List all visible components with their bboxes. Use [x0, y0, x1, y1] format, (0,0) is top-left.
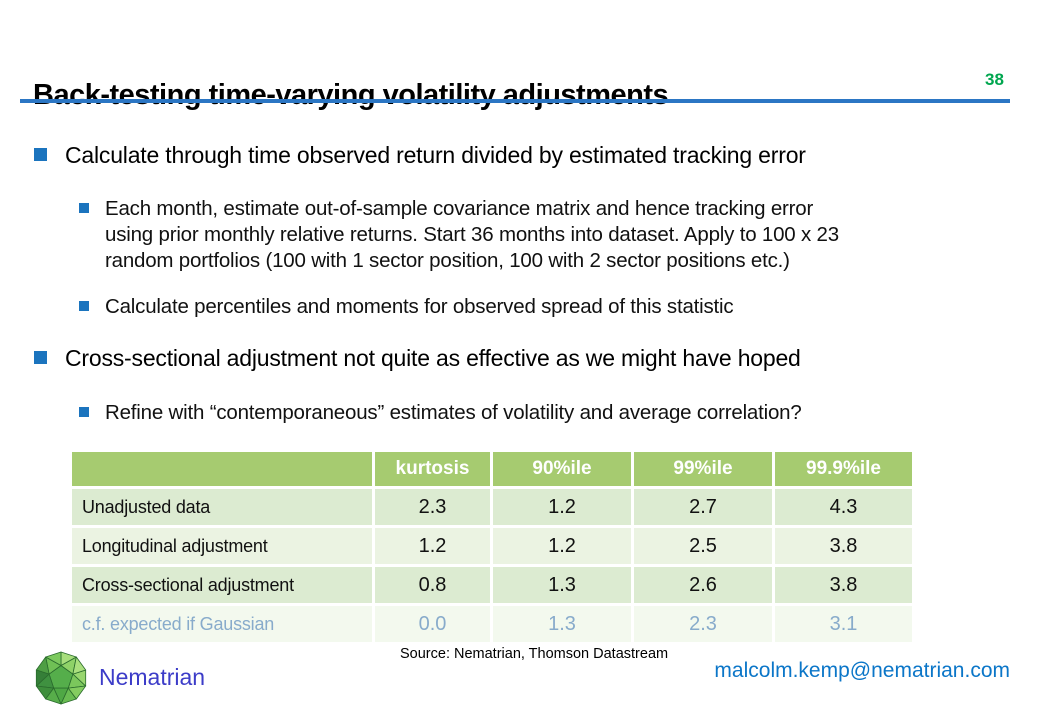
bullet-square-icon — [79, 301, 89, 311]
bullet-square-icon — [79, 203, 89, 213]
bullet-item: Calculate percentiles and moments for ob… — [79, 294, 734, 320]
bullet-square-icon — [34, 351, 47, 364]
table-row-label: Longitudinal adjustment — [72, 528, 372, 564]
table-header-kurtosis: kurtosis — [375, 452, 490, 486]
table-cell: 2.5 — [634, 528, 772, 564]
table-header-999pctile: 99.9%ile — [775, 452, 912, 486]
table-cell: 3.8 — [775, 567, 912, 603]
table-header-empty — [72, 452, 372, 486]
table-cell: 2.7 — [634, 489, 772, 525]
nematrian-logo-icon — [35, 651, 87, 705]
bullet-text: Calculate percentiles and moments for ob… — [105, 295, 734, 318]
bullet-text: Cross-sectional adjustment not quite as … — [65, 345, 801, 371]
title-divider — [20, 99, 1010, 103]
table-cell: 1.3 — [493, 606, 631, 642]
nematrian-logo-text: Nematrian — [99, 664, 206, 690]
bullet-square-icon — [79, 407, 89, 417]
page-number: 38 — [985, 70, 1004, 89]
table-cell: 1.2 — [375, 528, 490, 564]
bullet-text: Calculate through time observed return d… — [65, 142, 806, 168]
table-cell: 1.2 — [493, 528, 631, 564]
table-cell: 3.1 — [775, 606, 912, 642]
results-table: kurtosis 90%ile 99%ile 99.9%ile Unadjust… — [72, 452, 912, 642]
bullet-text-line: random portfolios (100 with 1 sector pos… — [105, 249, 790, 272]
table-cell: 2.3 — [375, 489, 490, 525]
table-cell: 2.3 — [634, 606, 772, 642]
table-row-label: Cross-sectional adjustment — [72, 567, 372, 603]
table-cell: 1.3 — [493, 567, 631, 603]
table-row-label: Unadjusted data — [72, 489, 372, 525]
table-cell: 1.2 — [493, 489, 631, 525]
bullet-text: Each month, estimate out-of-sample covar… — [105, 196, 839, 274]
slide-title: Back-testing time-varying volatility adj… — [33, 79, 669, 112]
table-cell: 0.0 — [375, 606, 490, 642]
table-header-99pctile: 99%ile — [634, 452, 772, 486]
bullet-item: Refine with “contemporaneous” estimates … — [79, 400, 802, 426]
table-cell: 0.8 — [375, 567, 490, 603]
contact-email-link[interactable]: malcolm.kemp@nematrian.com — [714, 659, 1010, 682]
table-cell: 3.8 — [775, 528, 912, 564]
table-cell: 2.6 — [634, 567, 772, 603]
bullet-square-icon — [34, 148, 47, 161]
table-header-90pctile: 90%ile — [493, 452, 631, 486]
bullet-text-line: using prior monthly relative returns. St… — [105, 223, 839, 246]
table-cell: 4.3 — [775, 489, 912, 525]
bullet-text: Refine with “contemporaneous” estimates … — [105, 401, 802, 424]
bullet-text-line: Each month, estimate out-of-sample covar… — [105, 197, 814, 220]
source-note: Source: Nematrian, Thomson Datastream — [400, 646, 669, 662]
bullet-item: Cross-sectional adjustment not quite as … — [34, 344, 801, 372]
bullet-item: Each month, estimate out-of-sample covar… — [79, 196, 839, 274]
table-row-label: c.f. expected if Gaussian — [72, 606, 372, 642]
bullet-item: Calculate through time observed return d… — [34, 141, 806, 169]
